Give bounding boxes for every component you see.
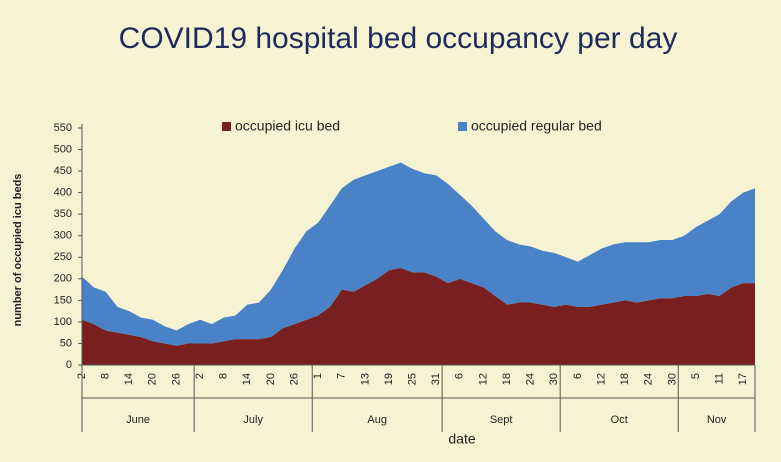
legend-label: occupied icu bed xyxy=(235,118,340,134)
x-tick-label: 8 xyxy=(100,373,112,379)
x-tick-label: 24 xyxy=(525,373,537,385)
area xyxy=(82,162,755,346)
x-tick-label: 1 xyxy=(312,373,324,379)
x-tick-label: 20 xyxy=(265,373,277,385)
x-axis-label: date xyxy=(448,431,475,447)
x-group-label: Sept xyxy=(490,414,513,426)
legend-swatch xyxy=(222,122,231,131)
chart-title: COVID19 hospital bed occupancy per day xyxy=(119,22,678,55)
x-tick-label: 26 xyxy=(288,373,300,385)
legend-label: occupied regular bed xyxy=(471,118,602,134)
x-tick-label: 12 xyxy=(595,373,607,385)
x-tick-label: 2 xyxy=(194,373,206,379)
x-tick-label: 14 xyxy=(241,373,253,385)
x-group-label: Aug xyxy=(367,414,387,426)
y-tick-label: 250 xyxy=(54,251,72,263)
y-tick-label: 200 xyxy=(54,273,72,285)
x-tick-label: 14 xyxy=(123,373,135,385)
x-tick-label: 7 xyxy=(336,373,348,379)
x-tick-label: 17 xyxy=(737,373,749,385)
x-group-label: Oct xyxy=(611,414,628,426)
x-group-label: July xyxy=(243,414,263,426)
y-tick-label: 150 xyxy=(54,294,72,306)
x-tick-label: 12 xyxy=(477,373,489,385)
y-tick-label: 400 xyxy=(54,187,72,199)
y-tick-label: 100 xyxy=(54,316,72,328)
x-tick-label: 13 xyxy=(359,373,371,385)
x-tick-label: 18 xyxy=(619,373,631,385)
x-tick-label: 31 xyxy=(430,373,442,385)
x-tick-label: 6 xyxy=(572,373,584,379)
y-tick-label: 450 xyxy=(54,165,72,177)
x-tick-label: 30 xyxy=(666,373,678,385)
x-tick-label: 5 xyxy=(690,373,702,379)
y-tick-label: 300 xyxy=(54,230,72,242)
x-tick-label: 26 xyxy=(170,373,182,385)
y-tick-label: 500 xyxy=(54,143,72,155)
x-tick-label: 8 xyxy=(218,373,230,379)
legend-swatch xyxy=(458,122,467,131)
y-tick-label: 350 xyxy=(54,208,72,220)
x-tick-label: 19 xyxy=(383,373,395,385)
area xyxy=(82,268,755,365)
y-tick-label: 0 xyxy=(66,359,72,371)
x-tick-label: 30 xyxy=(548,373,560,385)
y-axis-label: number of occupied icu beds xyxy=(12,174,24,327)
x-tick-label: 18 xyxy=(501,373,513,385)
x-tick-label: 20 xyxy=(147,373,159,385)
x-tick-label: 25 xyxy=(407,373,419,385)
x-tick-label: 24 xyxy=(643,373,655,385)
y-tick-label: 50 xyxy=(60,337,72,349)
x-tick-label: 11 xyxy=(713,373,725,384)
x-group-label: June xyxy=(126,414,150,426)
x-tick-label: 6 xyxy=(454,373,466,379)
y-tick-label: 550 xyxy=(54,122,72,134)
x-group-label: Nov xyxy=(707,414,727,426)
